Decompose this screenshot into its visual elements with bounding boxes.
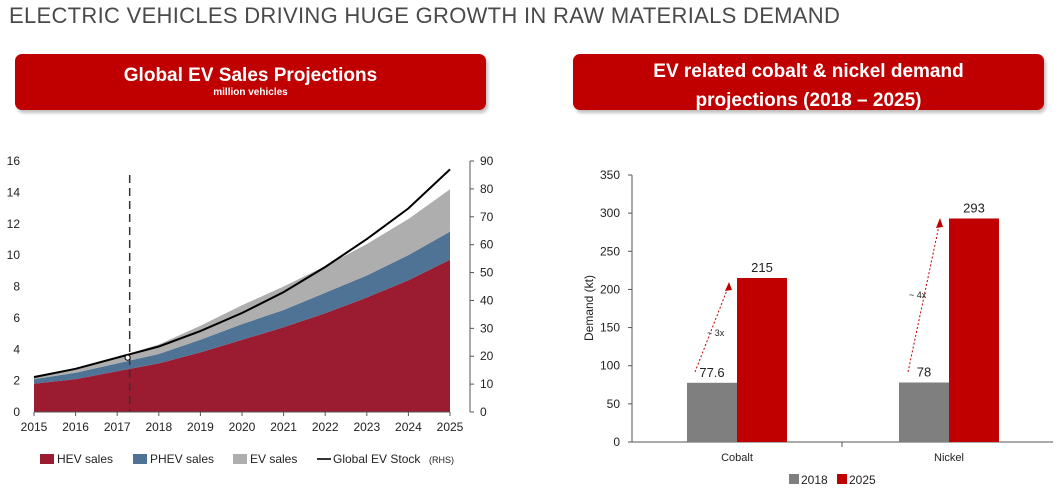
bar-y-tick-label: 0 [613, 435, 620, 449]
area-x-tick-label: 2021 [270, 420, 297, 434]
legend-label-2025: 2025 [849, 473, 876, 487]
area-y2-tick-label: 30 [480, 321, 494, 335]
page-title: ELECTRIC VEHICLES DRIVING HUGE GROWTH IN… [9, 3, 841, 28]
legend-swatch-2025 [837, 474, 847, 484]
area-y2-tick-label: 50 [480, 266, 494, 280]
global-ev-stock-line [33, 168, 451, 379]
area-y2-tick-label: 40 [480, 293, 494, 307]
legend-label: EV sales [250, 452, 297, 466]
bar-y-tick-label: 250 [600, 244, 620, 258]
bar-cobalt-2018 [687, 382, 737, 442]
area-y2-tick-label: 10 [480, 377, 494, 391]
bar-data-label: 293 [963, 200, 985, 215]
stock-marker-point [124, 354, 131, 361]
area-series-hev-sales [34, 259, 450, 412]
bar-cobalt-2025 [737, 277, 787, 442]
area-y2-tick-label: 80 [480, 182, 494, 196]
legend-label: PHEV sales [150, 452, 214, 466]
cobalt-growth-arrow [694, 284, 730, 373]
area-y-tick-label: 12 [7, 217, 21, 231]
bar-nickel-2018 [899, 382, 949, 442]
bar-y-axis-title: Demand (kt) [582, 275, 596, 341]
bar-y-tick-label: 150 [600, 321, 620, 335]
bar-y-tick-label: 300 [600, 206, 620, 220]
legend-swatch [40, 454, 54, 464]
area-y2-tick-label: 0 [480, 405, 487, 419]
bar-y-tick-label: 200 [600, 282, 620, 296]
legend-label: Global EV Stock [333, 452, 421, 466]
legend-swatch-2018 [789, 474, 799, 484]
area-y-tick-label: 2 [13, 374, 20, 388]
bar-data-label: 77.6 [699, 365, 724, 380]
demand-banner-title-line1: EV related cobalt & nickel demand [653, 61, 964, 82]
area-x-tick-label: 2024 [395, 420, 422, 434]
nickel-growth-label: ~ 4x [909, 290, 927, 300]
ev-sales-banner-title: Global EV Sales Projections [123, 65, 378, 86]
area-y-tick-label: 0 [13, 405, 20, 419]
bar-y-tick-label: 100 [600, 359, 620, 373]
area-x-tick-label: 2020 [229, 420, 256, 434]
bar-data-label: 78 [917, 364, 931, 379]
bar-y-tick-label: 50 [607, 397, 621, 411]
legend-swatch [133, 454, 147, 464]
demand-banner-title-line2: projections (2018 – 2025) [695, 90, 922, 111]
area-y-tick-label: 6 [13, 311, 20, 325]
ev-sales-banner: Global EV Sales Projections million vehi… [15, 54, 486, 110]
bar-data-label: 215 [751, 260, 773, 275]
nickel-growth-arrowhead [936, 218, 943, 228]
area-y-tick-label: 8 [13, 280, 20, 294]
area-x-tick-label: 2017 [104, 420, 131, 434]
area-x-tick-label: 2015 [21, 420, 48, 434]
area-y-tick-label: 16 [7, 154, 21, 168]
area-y2-tick-label: 70 [480, 210, 494, 224]
cobalt-growth-label: ~ 3x [707, 328, 725, 338]
bar-category-label: Cobalt [721, 452, 753, 464]
area-y2-tick-label: 60 [480, 238, 494, 252]
legend-swatch [233, 454, 247, 464]
bar-y-tick-label: 350 [600, 168, 620, 182]
area-x-tick-label: 2019 [187, 420, 214, 434]
area-x-tick-label: 2022 [312, 420, 339, 434]
legend-label-suffix: (RHS) [429, 455, 454, 465]
bar-nickel-2025 [949, 218, 999, 442]
legend-label: HEV sales [57, 452, 113, 466]
legend-label-2018: 2018 [801, 473, 828, 487]
area-y2-tick-label: 90 [480, 154, 494, 168]
area-y2-tick-label: 20 [480, 349, 494, 363]
bar-category-label: Nickel [934, 452, 964, 464]
cobalt-growth-arrowhead [725, 282, 732, 291]
area-x-tick-label: 2018 [145, 420, 172, 434]
ev-sales-banner-subtitle: million vehicles [213, 87, 288, 98]
area-y-tick-label: 14 [7, 185, 21, 199]
area-y-tick-label: 10 [7, 248, 21, 262]
area-x-tick-label: 2016 [62, 420, 89, 434]
area-y-tick-label: 4 [13, 342, 20, 356]
area-x-tick-label: 2025 [437, 420, 464, 434]
area-x-tick-label: 2023 [353, 420, 380, 434]
demand-banner: EV related cobalt & nickel demand projec… [573, 54, 1044, 111]
nickel-growth-arrow [907, 220, 941, 373]
